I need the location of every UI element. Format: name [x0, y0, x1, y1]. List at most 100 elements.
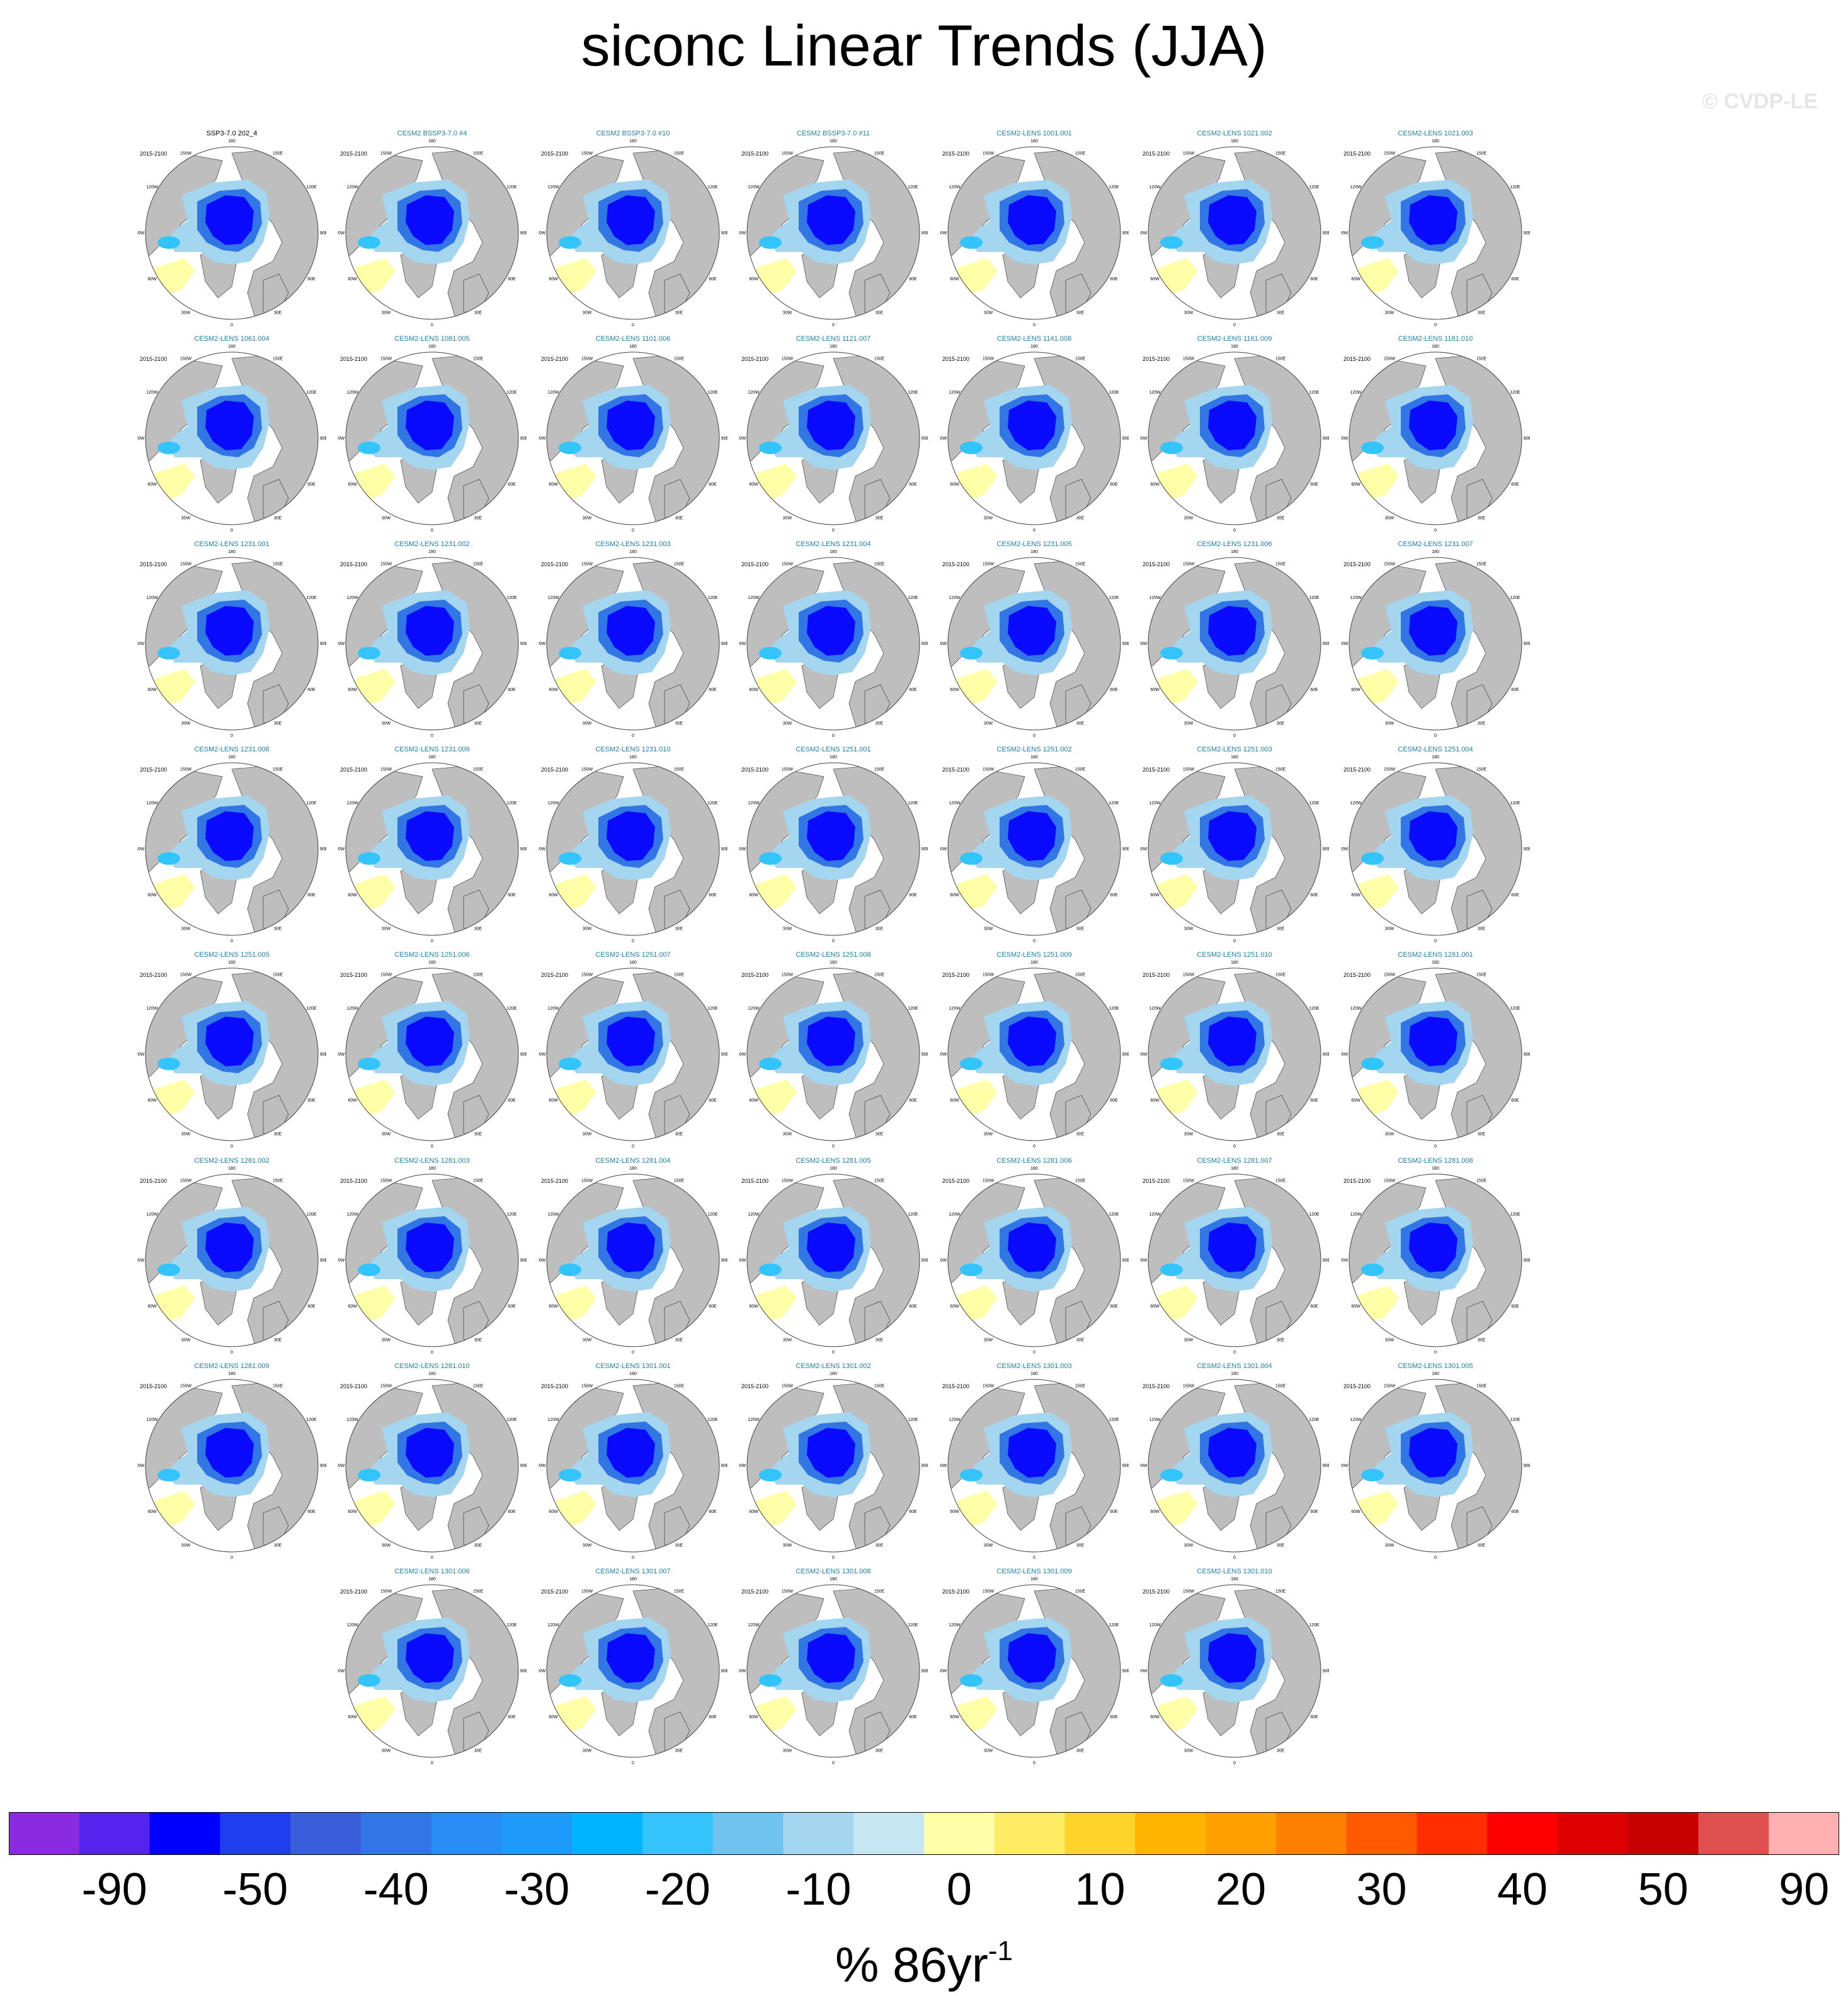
polar-map: 180 150E 120E 90E 60E 30E 0 30W 60W 90W 120W 150W — [539, 345, 727, 533]
polar-map: 180 150E 120E 90E 60E 30E 0 30W 60W 90W 120W 150W — [1341, 755, 1530, 944]
colorbar-swatch — [1064, 1812, 1136, 1855]
period-label: 2015-2100 — [340, 1383, 368, 1389]
longitude-label: 60W — [147, 1304, 157, 1309]
polar-map: 180 150E 120E 90E 60E 30E 0 30W 60W 90W 120W 150W — [739, 1577, 928, 1765]
panel-title: CESM2-LENS 1251.006 — [394, 951, 470, 959]
longitude-label: 120E — [1309, 596, 1320, 600]
map-boundary — [746, 1584, 920, 1758]
longitude-label: 0 — [1233, 1556, 1236, 1560]
period-label: 2015-2100 — [1143, 561, 1170, 567]
period-label: 2015-2100 — [741, 151, 769, 157]
longitude-label: 120E — [707, 1623, 718, 1628]
polar-map: 180 150E 120E 90E 60E 30E 0 30W 60W 90W 120W 150W — [1140, 139, 1329, 328]
longitude-label: 60E — [1310, 277, 1318, 282]
hudson-bay-area — [358, 1469, 380, 1481]
panel-title: CESM2-LENS 1301.001 — [595, 1362, 671, 1370]
longitude-label: 60W — [950, 1098, 959, 1103]
polar-map: 180 150E 120E 90E 60E 30E 0 30W 60W 90W 120W 150W — [137, 550, 326, 738]
longitude-label: 90W — [137, 1052, 145, 1057]
longitude-label: 150E — [874, 357, 885, 362]
longitude-label: 30E — [1076, 1338, 1085, 1342]
longitude-label: 0 — [231, 1350, 233, 1355]
longitude-label: 180 — [228, 550, 236, 554]
longitude-label: 180 — [428, 139, 436, 144]
longitude-label: 0 — [1434, 528, 1437, 533]
map-panel: CESM2-LENS 1021.003 180 150E 120E 90E 60E 30E 0… — [1341, 129, 1530, 329]
colorbar-swatch — [431, 1812, 502, 1855]
map-boundary — [345, 1379, 519, 1553]
map-panel: CESM2-LENS 1281.007 180 150E 120E 90E 60E 30E 0… — [1140, 1156, 1329, 1357]
longitude-label: 30E — [1277, 721, 1285, 726]
map-boundary — [746, 146, 920, 320]
longitude-label: 30E — [675, 311, 683, 315]
longitude-label: 30W — [181, 1132, 191, 1136]
longitude-label: 60W — [348, 1510, 357, 1514]
strong-loss-area — [406, 1017, 454, 1066]
longitude-label: 120E — [306, 801, 317, 806]
map-panel: CESM2-LENS 1251.007 180 150E 120E 90E 60E 30E 0… — [539, 950, 727, 1151]
strong-loss-area — [406, 1428, 454, 1478]
longitude-label: 120W — [949, 185, 961, 190]
map-panel: CESM2-LENS 1231.007 180 150E 120E 90E 60E 30E 0… — [1341, 540, 1530, 740]
longitude-label: 0 — [832, 323, 835, 328]
longitude-label: 150E — [1075, 562, 1086, 567]
panel-title: CESM2-LENS 1021.002 — [1197, 130, 1272, 137]
strong-loss-area — [1409, 195, 1457, 245]
longitude-label: 90E — [921, 1052, 928, 1057]
hudson-bay-area — [960, 236, 983, 249]
longitude-label: 60W — [549, 1510, 558, 1514]
strong-loss-area — [1208, 1428, 1257, 1478]
longitude-label: 120W — [547, 185, 559, 190]
longitude-label: 120E — [506, 1007, 517, 1011]
longitude-label: 30E — [1076, 1132, 1085, 1136]
longitude-label: 60W — [348, 1715, 357, 1719]
longitude-label: 120E — [1109, 596, 1119, 600]
map-boundary — [546, 1584, 720, 1758]
longitude-label: 30W — [1385, 516, 1395, 520]
panel-title: CESM2-LENS 1251.002 — [996, 746, 1072, 753]
longitude-label: 90W — [338, 1258, 345, 1263]
longitude-label: 150W — [1384, 152, 1396, 156]
map-panel: CESM2-LENS 1301.003 180 150E 120E 90E 60E 30E 0… — [940, 1362, 1129, 1562]
longitude-label: 180 — [428, 345, 436, 349]
period-label: 2015-2100 — [942, 767, 970, 773]
polar-map: 180 150E 120E 90E 60E 30E 0 30W 60W 90W 120W 150W — [940, 1166, 1129, 1355]
colorbar-swatch — [1487, 1812, 1558, 1855]
map-panel: CESM2-LENS 1231.009 180 150E 120E 90E 60E 30E 0… — [338, 745, 527, 945]
longitude-label: 120W — [748, 1623, 760, 1628]
longitude-label: 150E — [1075, 973, 1086, 978]
longitude-label: 90E — [921, 642, 928, 646]
longitude-label: 180 — [629, 345, 637, 349]
longitude-label: 150W — [782, 152, 794, 156]
panel-title: CESM2-LENS 1281.002 — [194, 1157, 270, 1165]
colorbar-swatch — [9, 1812, 80, 1855]
longitude-label: 150W — [1183, 973, 1195, 978]
map-boundary — [1148, 762, 1321, 936]
panel-title: CESM2-LENS 1161.009 — [1197, 335, 1272, 343]
longitude-label: 120W — [547, 1212, 559, 1217]
hudson-bay-area — [157, 236, 180, 249]
longitude-label: 90W — [338, 1052, 345, 1057]
longitude-label: 180 — [830, 345, 837, 349]
colorbar-swatch — [642, 1812, 714, 1855]
map-boundary — [546, 351, 720, 525]
period-label: 2015-2100 — [942, 1588, 970, 1595]
longitude-label: 30E — [1478, 1132, 1486, 1136]
longitude-label: 180 — [1432, 1372, 1439, 1376]
watermark: © CVDP-LE — [1702, 89, 1818, 113]
longitude-label: 90E — [1323, 1669, 1329, 1674]
period-label: 2015-2100 — [942, 561, 970, 567]
panel-title: CESM2-LENS 1231.004 — [796, 540, 871, 548]
longitude-label: 150W — [782, 768, 794, 772]
longitude-label: 60E — [307, 893, 316, 898]
longitude-label: 150E — [1075, 1384, 1086, 1389]
strong-loss-area — [607, 401, 655, 450]
longitude-label: 180 — [830, 1166, 837, 1171]
longitude-label: 60E — [1110, 1304, 1118, 1309]
longitude-label: 150W — [180, 357, 192, 362]
longitude-label: 180 — [830, 961, 837, 965]
longitude-label: 30W — [783, 1338, 792, 1342]
hudson-bay-area — [157, 647, 180, 659]
longitude-label: 180 — [1231, 139, 1238, 144]
hudson-bay-area — [759, 852, 782, 865]
